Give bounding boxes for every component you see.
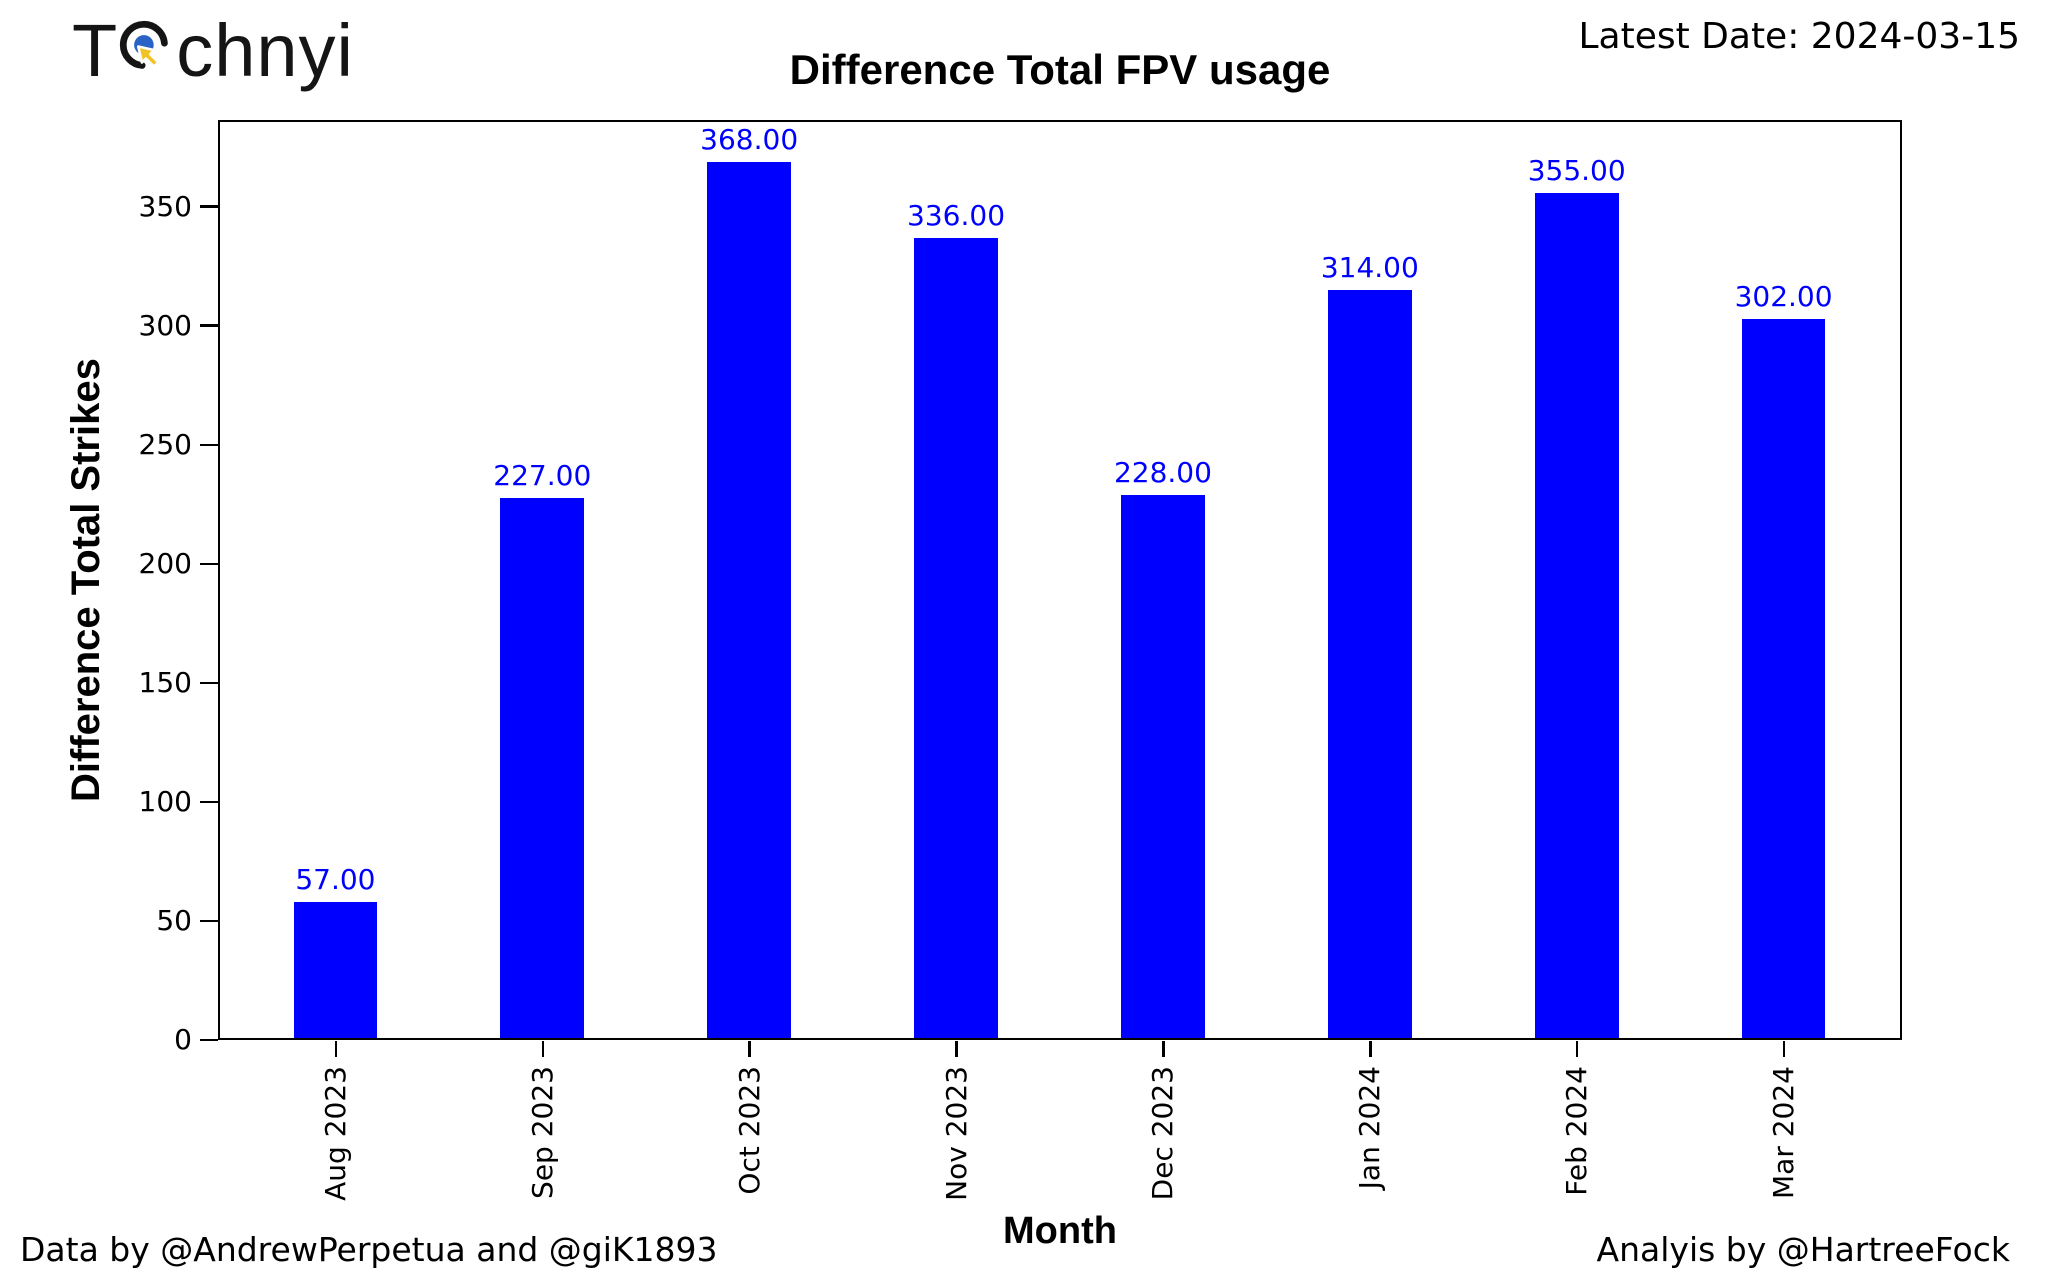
x-tick-label: Oct 2023 bbox=[732, 1066, 766, 1195]
data-credit: Data by @AndrewPerpetua and @giK1893 bbox=[20, 1230, 718, 1269]
bar bbox=[914, 238, 998, 1038]
x-tick-mark bbox=[748, 1041, 751, 1057]
bar bbox=[500, 497, 585, 1038]
x-tick-label: Mar 2024 bbox=[1767, 1066, 1801, 1199]
bar-value-label: 336.00 bbox=[907, 199, 1006, 232]
x-tick-mark bbox=[1575, 1041, 1579, 1057]
x-tick-label: Jan 2024 bbox=[1353, 1066, 1387, 1190]
y-tick-mark bbox=[200, 919, 218, 923]
logo-text-rest: chnyi bbox=[176, 9, 354, 92]
bar-value-label: 228.00 bbox=[1113, 456, 1212, 490]
y-tick-mark bbox=[200, 1038, 218, 1042]
logo-text-t: T bbox=[72, 9, 119, 92]
bar bbox=[1327, 290, 1412, 1038]
bar bbox=[1741, 318, 1826, 1038]
x-tick-mark bbox=[955, 1041, 958, 1057]
x-tick-label: Feb 2024 bbox=[1560, 1066, 1594, 1196]
bar bbox=[293, 902, 378, 1038]
y-axis-title: Difference Total Strikes bbox=[64, 358, 108, 802]
y-tick-mark bbox=[200, 324, 218, 327]
bar-value-label: 314.00 bbox=[1320, 251, 1419, 285]
x-tick-label: Dec 2023 bbox=[1146, 1066, 1180, 1201]
x-tick-label: Sep 2023 bbox=[525, 1066, 559, 1199]
y-tick-label: 300 bbox=[138, 308, 192, 342]
chart-title: Difference Total FPV usage bbox=[789, 46, 1331, 93]
y-tick-label: 50 bbox=[156, 903, 192, 937]
latest-date-label: Latest Date: 2024-03-15 bbox=[1578, 16, 2020, 57]
plot-area: 57.00 227.00 368.00 336.00 228.00 314.00 355.0… bbox=[218, 120, 1902, 1040]
x-tick-mark bbox=[1369, 1041, 1372, 1057]
y-tick-mark bbox=[200, 443, 218, 446]
y-tick-label: 350 bbox=[138, 189, 192, 223]
y-tick-mark bbox=[200, 205, 218, 208]
bar-value-label: 57.00 bbox=[295, 863, 376, 897]
y-tick-mark bbox=[200, 681, 218, 685]
bar bbox=[707, 161, 792, 1038]
bar bbox=[1121, 495, 1205, 1038]
x-tick-mark bbox=[1162, 1041, 1165, 1057]
bar-value-label: 227.00 bbox=[493, 458, 592, 492]
bar-value-label: 355.00 bbox=[1527, 153, 1626, 187]
target-cursor-icon bbox=[116, 14, 178, 92]
brand-logo: T chnyi bbox=[72, 10, 354, 92]
bar bbox=[1534, 192, 1619, 1038]
y-tick-label: 250 bbox=[138, 427, 192, 461]
y-tick-label: 150 bbox=[138, 665, 192, 699]
x-axis-title: Month bbox=[1003, 1210, 1117, 1252]
x-tick-label: Nov 2023 bbox=[939, 1066, 973, 1201]
x-tick-label: Aug 2023 bbox=[318, 1066, 352, 1201]
x-tick-mark bbox=[1782, 1041, 1786, 1057]
x-tick-mark bbox=[334, 1041, 338, 1057]
y-tick-label: 0 bbox=[174, 1023, 192, 1056]
x-tick-mark bbox=[541, 1041, 545, 1057]
y-tick-label: 200 bbox=[138, 546, 192, 580]
bar-value-label: 368.00 bbox=[700, 122, 799, 156]
y-tick-label: 100 bbox=[138, 784, 192, 818]
bar-value-label: 302.00 bbox=[1734, 279, 1833, 313]
analysis-credit: Analyis by @HartreeFock bbox=[1596, 1230, 2010, 1269]
y-tick-mark bbox=[200, 562, 218, 566]
y-tick-mark bbox=[200, 800, 218, 804]
